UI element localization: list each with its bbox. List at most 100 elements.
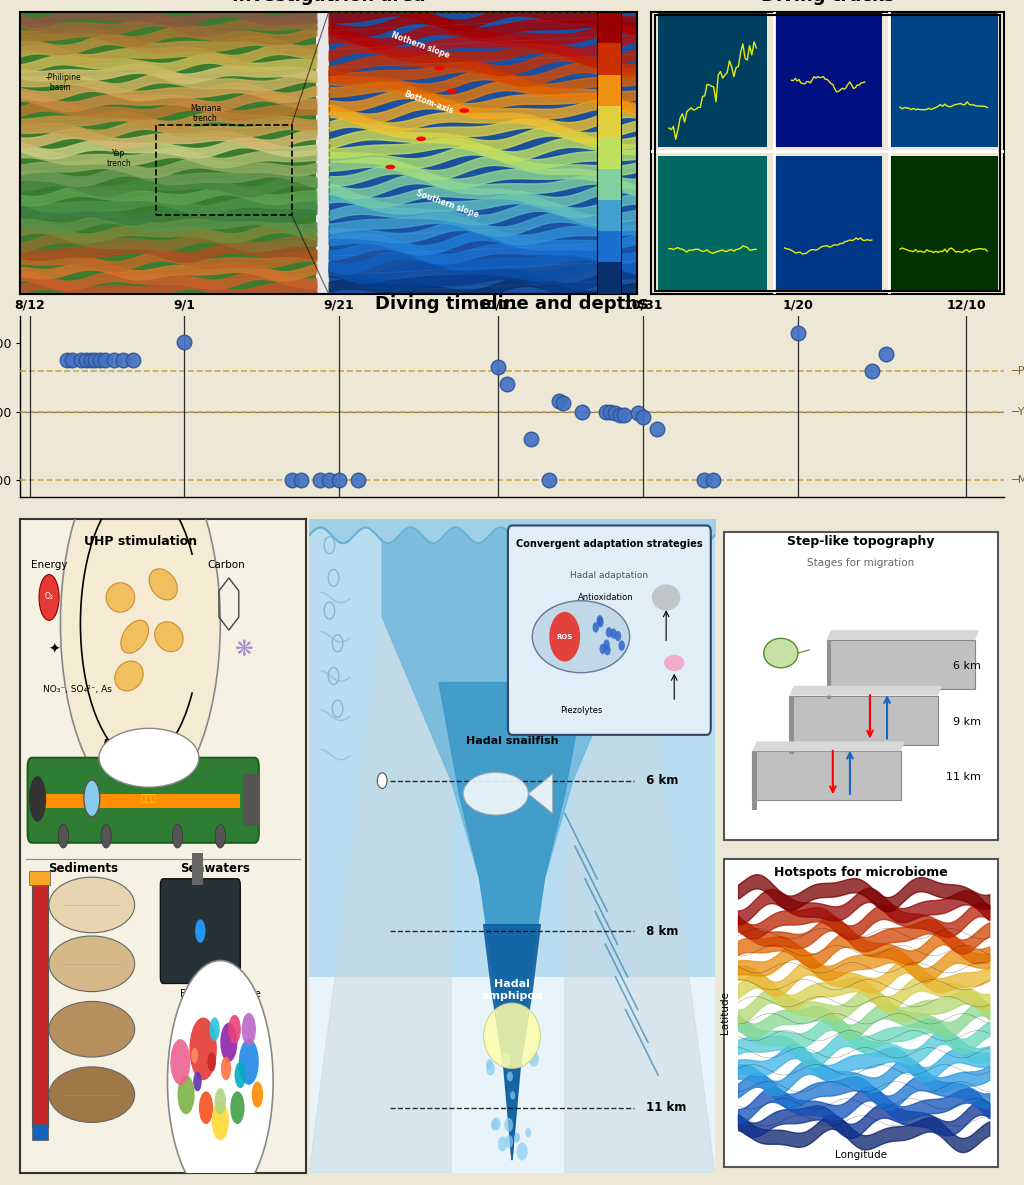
- Circle shape: [230, 1091, 245, 1125]
- Circle shape: [39, 575, 59, 621]
- Point: [63, 351, 80, 370]
- Ellipse shape: [665, 654, 684, 671]
- Ellipse shape: [29, 776, 46, 822]
- Title: Diving timeline and depths: Diving timeline and depths: [375, 295, 649, 313]
- FancyBboxPatch shape: [724, 532, 997, 839]
- Circle shape: [191, 1048, 198, 1063]
- Text: Southern slope: Southern slope: [415, 188, 480, 219]
- Ellipse shape: [99, 729, 199, 787]
- Ellipse shape: [49, 936, 135, 992]
- Circle shape: [221, 1057, 231, 1081]
- Text: Hadal
amphipod: Hadal amphipod: [481, 979, 543, 1001]
- Circle shape: [507, 1071, 513, 1082]
- Bar: [597, 231, 622, 263]
- Text: ROS: ROS: [557, 634, 572, 640]
- Text: Sediments: Sediments: [48, 863, 119, 876]
- Point: [322, 470, 338, 489]
- Circle shape: [593, 622, 599, 633]
- Text: NO₃⁻, SO₄²⁻, As: NO₃⁻, SO₄²⁻, As: [43, 685, 113, 693]
- Bar: [329, 12, 597, 294]
- Ellipse shape: [532, 601, 630, 673]
- Circle shape: [242, 1013, 256, 1045]
- Text: Antioxidation: Antioxidation: [578, 592, 633, 602]
- Point: [706, 470, 722, 489]
- Bar: [243, 774, 260, 826]
- Bar: [32, 885, 47, 1127]
- Bar: [597, 137, 622, 168]
- Point: [73, 351, 89, 370]
- Circle shape: [614, 630, 622, 641]
- Text: Investigatrion area: Investigatrion area: [231, 0, 425, 5]
- FancyBboxPatch shape: [161, 879, 241, 984]
- Circle shape: [504, 1117, 513, 1132]
- Bar: [790, 696, 938, 744]
- Point: [312, 470, 329, 489]
- Circle shape: [194, 1071, 202, 1091]
- Text: 8 km: 8 km: [642, 924, 678, 937]
- Text: Seawaters: Seawaters: [179, 863, 250, 876]
- Circle shape: [447, 89, 457, 94]
- Text: ─MT: ─MT: [1012, 475, 1024, 485]
- Bar: [156, 124, 292, 214]
- Circle shape: [505, 1135, 513, 1148]
- Point: [630, 404, 646, 423]
- Text: Yap
trench: Yap trench: [106, 149, 131, 168]
- Bar: [658, 155, 767, 289]
- Circle shape: [528, 1051, 539, 1066]
- Text: Bottom-axis: Bottom-axis: [402, 89, 455, 115]
- Point: [83, 351, 99, 370]
- Text: ✦: ✦: [49, 642, 60, 656]
- Circle shape: [597, 615, 603, 626]
- Circle shape: [228, 1014, 241, 1044]
- Bar: [35, 794, 241, 808]
- Text: Hadal adaptation: Hadal adaptation: [570, 571, 648, 581]
- Text: 8/12: 8/12: [14, 299, 45, 310]
- Point: [522, 429, 539, 448]
- Point: [87, 351, 103, 370]
- Polygon shape: [528, 774, 553, 813]
- Point: [96, 351, 113, 370]
- Point: [879, 344, 895, 363]
- Bar: [597, 75, 622, 105]
- Wedge shape: [60, 441, 220, 807]
- Text: Longitude: Longitude: [835, 1151, 887, 1160]
- Text: 10/11: 10/11: [478, 299, 518, 310]
- Point: [331, 470, 347, 489]
- Point: [542, 470, 558, 489]
- Bar: [597, 263, 622, 294]
- Point: [92, 351, 109, 370]
- Bar: [597, 105, 622, 137]
- Circle shape: [486, 1059, 493, 1070]
- Polygon shape: [309, 617, 452, 1173]
- Point: [116, 351, 132, 370]
- Text: Fendouzhe: Fendouzhe: [102, 738, 178, 751]
- Bar: [658, 13, 767, 147]
- Text: Hadal snailfish: Hadal snailfish: [466, 736, 558, 747]
- Ellipse shape: [115, 661, 143, 691]
- Circle shape: [377, 773, 387, 788]
- Bar: [890, 13, 997, 147]
- Point: [649, 419, 666, 438]
- Text: Piezolytes: Piezolytes: [560, 706, 602, 716]
- Circle shape: [215, 1088, 226, 1114]
- Text: 9/21: 9/21: [324, 299, 354, 310]
- Bar: [774, 155, 883, 289]
- Circle shape: [516, 1142, 527, 1160]
- Point: [607, 404, 624, 423]
- Circle shape: [597, 617, 603, 627]
- FancyBboxPatch shape: [28, 757, 259, 843]
- Polygon shape: [564, 617, 715, 1173]
- Text: Carbon: Carbon: [207, 559, 245, 570]
- Circle shape: [172, 825, 182, 848]
- Ellipse shape: [150, 569, 177, 600]
- Point: [616, 405, 633, 424]
- Point: [499, 374, 515, 393]
- Text: ─YT: ─YT: [1012, 406, 1024, 416]
- FancyBboxPatch shape: [508, 525, 711, 735]
- Circle shape: [610, 628, 616, 639]
- Text: Step-like topography: Step-like topography: [787, 536, 935, 549]
- Text: 1/20: 1/20: [782, 299, 813, 310]
- Text: 11 km: 11 km: [946, 773, 981, 782]
- Bar: [597, 200, 622, 231]
- Point: [105, 351, 122, 370]
